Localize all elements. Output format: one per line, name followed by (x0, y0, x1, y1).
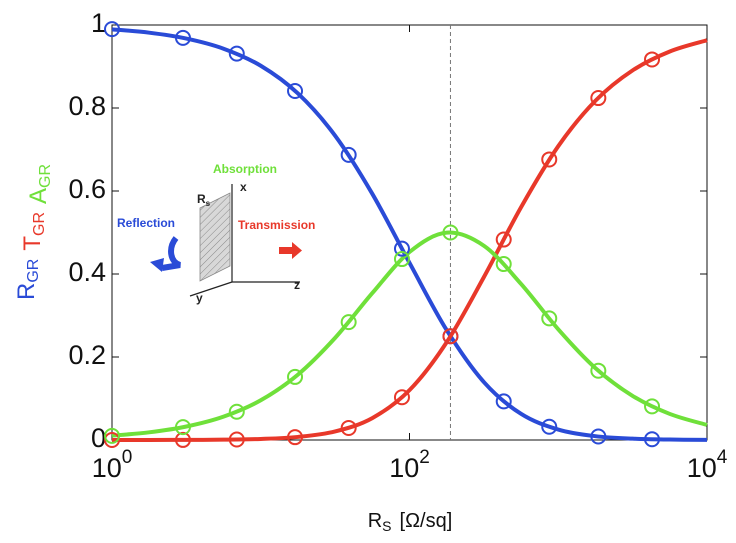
marker (393, 240, 410, 257)
marker (644, 51, 661, 68)
sheet-label-main: R (197, 192, 206, 206)
series-line (111, 230, 708, 438)
marker (442, 224, 459, 241)
marker (104, 21, 120, 38)
marker (590, 428, 607, 445)
y-label-main: A (25, 188, 52, 204)
marker (495, 256, 512, 273)
inset-diagram: Absorption Reflection Transmission Rs x … (117, 162, 315, 305)
transmission-label: Transmission (238, 218, 315, 232)
graphene-sheet (199, 192, 231, 282)
marker (590, 90, 607, 107)
axis-y (189, 281, 233, 297)
marker (287, 429, 304, 446)
marker (541, 151, 558, 168)
reflection-arrowhead (150, 258, 164, 272)
x-tick-label: 100 (92, 447, 133, 483)
marker (442, 328, 459, 345)
marker (174, 29, 191, 46)
y-tick-label: 1 (91, 8, 106, 38)
x-tick-label: 102 (389, 447, 430, 483)
x-tick-base: 10 (389, 453, 419, 483)
marker (287, 82, 304, 99)
marker (590, 362, 607, 379)
x-tick-base: 10 (687, 453, 717, 483)
y-tick-label: 0.4 (68, 257, 106, 287)
transmission-arrowhead (292, 242, 302, 259)
y-label-sub: GR (37, 164, 54, 188)
marker (340, 146, 357, 163)
marker (104, 432, 120, 448)
marker (541, 310, 558, 327)
series-line (111, 27, 708, 442)
x-tick-base: 10 (92, 453, 122, 483)
x-tick-label: 104 (687, 447, 728, 483)
sheet-label-sub: s (206, 199, 211, 208)
marker (174, 431, 191, 448)
marker (393, 389, 410, 406)
x-label-sub: S (382, 518, 391, 534)
x-tick-exponent: 0 (122, 447, 133, 468)
marker (644, 431, 661, 448)
y-axis-label: y (196, 291, 203, 305)
x-axis-label: RS [Ω/sq] (368, 510, 453, 533)
y-tick-label: 0.2 (68, 340, 106, 370)
marker (340, 314, 357, 331)
marker (228, 45, 245, 62)
y-label-main: R (13, 283, 40, 300)
marker (495, 393, 512, 410)
y-label-sub: GR (25, 259, 42, 283)
marker (174, 419, 191, 436)
x-label-main: R (368, 510, 382, 532)
y-axis-label: RGRTGRAGR (13, 164, 54, 300)
marker (340, 419, 357, 436)
reflection-label: Reflection (117, 216, 175, 230)
x-label-unit: [Ω/sq] (400, 510, 453, 532)
sheet-label: Rs (197, 192, 211, 208)
reflection-arrow (161, 236, 182, 271)
transmission-arrow (279, 247, 292, 254)
absorption-label: Absorption (213, 162, 277, 176)
marker (104, 427, 120, 444)
x-tick-exponent: 2 (419, 447, 430, 468)
y-tick-label: 0 (91, 423, 106, 453)
marker (393, 251, 410, 268)
marker (228, 431, 245, 448)
marker (644, 398, 661, 415)
marker (228, 403, 245, 420)
marker (541, 418, 558, 435)
z-axis-label: z (294, 278, 300, 292)
y-label-sub: GR (31, 212, 48, 236)
y-tick-label: 0.6 (68, 174, 106, 204)
x-tick-exponent: 4 (717, 447, 728, 468)
x-axis-label: x (240, 180, 247, 194)
y-tick-label: 0.8 (68, 91, 106, 121)
marker (287, 368, 304, 385)
y-label-main: T (19, 236, 46, 251)
marker (495, 231, 512, 248)
